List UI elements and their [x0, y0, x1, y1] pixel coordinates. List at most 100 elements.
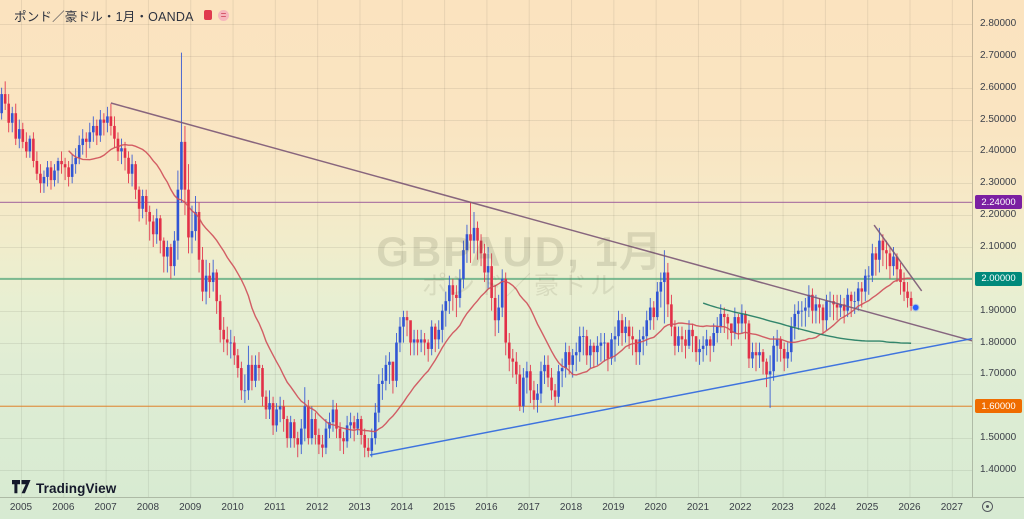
candle — [148, 211, 151, 222]
candle — [278, 406, 282, 410]
candle — [63, 164, 67, 168]
ma-short-line[interactable] — [68, 143, 912, 433]
candle — [874, 253, 878, 260]
candle — [659, 282, 663, 292]
candle — [878, 240, 881, 260]
candle — [807, 294, 811, 308]
candle — [317, 434, 321, 445]
candlestick-series[interactable] — [0, 52, 913, 458]
price-axis[interactable]: 2.80000 2.70000 2.60000 2.50000 2.40000 2.300… — [972, 0, 1024, 497]
candle — [32, 138, 35, 161]
candle — [151, 221, 155, 235]
candle — [737, 317, 740, 324]
candle — [120, 148, 123, 152]
candle — [504, 278, 508, 343]
candle — [909, 297, 913, 306]
candle — [733, 317, 737, 334]
candle — [775, 339, 779, 346]
candle — [25, 141, 28, 152]
gridlines — [0, 0, 972, 497]
candle — [705, 339, 708, 346]
candle — [553, 390, 557, 397]
candle — [585, 336, 589, 356]
candle — [747, 323, 751, 359]
candle — [109, 116, 113, 126]
ascending-trendline-2013-2026[interactable] — [369, 337, 975, 456]
candle — [539, 371, 543, 394]
price-tick-label: 2.30000 — [980, 177, 1017, 189]
tradingview-logo[interactable]: TradingView — [12, 480, 116, 497]
year-tick-label: 2023 — [771, 502, 794, 513]
candle — [684, 339, 687, 346]
candle — [617, 320, 620, 337]
year-tick-label: 2021 — [686, 502, 710, 513]
candle — [698, 348, 701, 353]
candle — [222, 329, 226, 340]
price-tick-label: 1.50000 — [980, 432, 1017, 444]
candle — [46, 167, 49, 177]
candle — [800, 310, 804, 312]
price-tick-label: 2.40000 — [980, 145, 1017, 157]
price-level-badge[interactable]: 2.24000 — [975, 195, 1022, 210]
descending-trendline-2025[interactable] — [873, 224, 923, 292]
candle — [581, 336, 585, 337]
time-axis[interactable]: 2005 2006 2007 2008 2009 2010 2011 2012 2013 2014… — [0, 497, 1024, 519]
candle — [532, 390, 536, 400]
candle — [440, 310, 444, 330]
symbol-title[interactable]: ポンド／豪ドル・1月・OANDA — [14, 9, 194, 24]
year-tick-label: 2014 — [390, 502, 413, 513]
ma-long-line[interactable] — [702, 302, 912, 344]
candle — [264, 396, 268, 410]
candle — [550, 377, 553, 391]
year-tick-label: 2025 — [856, 502, 879, 513]
candle — [292, 422, 296, 439]
candle — [888, 253, 892, 267]
price-level-badge[interactable]: 2.00000 — [975, 271, 1022, 286]
candle — [236, 355, 240, 369]
market-status-icon[interactable] — [217, 9, 229, 21]
candle — [758, 352, 761, 356]
descending-trendline-2007-2026[interactable] — [110, 102, 973, 342]
candle — [472, 227, 476, 241]
candle — [444, 301, 448, 311]
candle — [744, 313, 747, 324]
candle — [856, 288, 860, 302]
candle — [141, 196, 144, 209]
candle — [656, 291, 659, 318]
price-levels — [0, 201, 972, 407]
candle — [381, 380, 384, 384]
candle — [560, 368, 564, 372]
candle — [402, 317, 405, 327]
candle — [708, 339, 712, 346]
candle — [275, 409, 278, 426]
year-tick-label: 2024 — [813, 502, 836, 513]
candle — [169, 246, 173, 267]
candle — [715, 326, 719, 334]
flag-icon[interactable] — [203, 10, 212, 20]
candle — [765, 361, 768, 375]
candle — [233, 342, 236, 356]
candle — [476, 227, 479, 241]
candle — [324, 428, 328, 448]
candle — [536, 393, 539, 400]
candle — [194, 211, 197, 232]
price-level-badge[interactable]: 1.60000 — [975, 399, 1022, 414]
candle — [398, 326, 402, 343]
price-tick-label: 2.10000 — [980, 240, 1017, 252]
year-tick-label: 2012 — [306, 502, 329, 513]
candle — [106, 116, 109, 123]
candle — [95, 125, 99, 136]
candle — [116, 138, 120, 152]
candle — [751, 352, 754, 359]
candle — [786, 352, 790, 359]
axis-settings-icon[interactable] — [982, 501, 993, 512]
candle — [881, 240, 885, 251]
candle — [680, 336, 684, 340]
year-tick-label: 2015 — [432, 502, 456, 513]
candle — [648, 307, 652, 321]
candle — [17, 129, 21, 139]
candle — [462, 250, 465, 279]
candle — [197, 211, 201, 260]
symbol-legend[interactable]: ポンド／豪ドル・1月・OANDA — [14, 7, 229, 24]
